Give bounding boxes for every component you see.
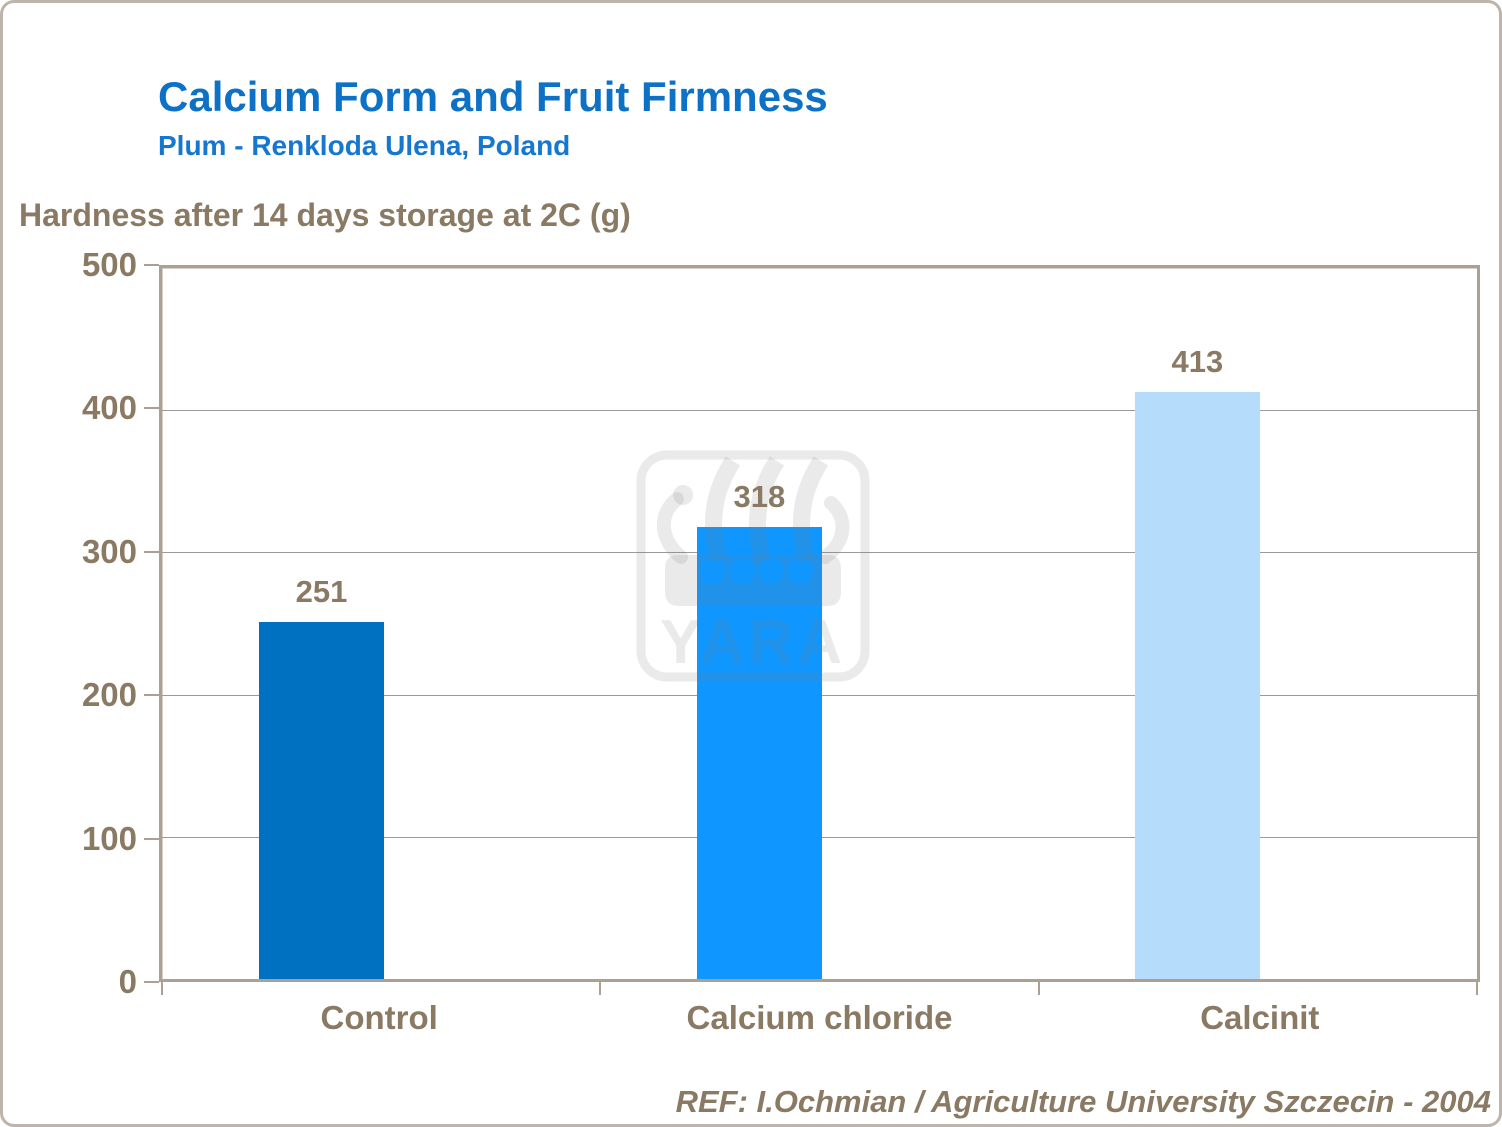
x-tick-mark bbox=[599, 982, 602, 995]
y-tick-mark-400 bbox=[144, 407, 159, 410]
y-tick-mark-500 bbox=[144, 264, 159, 266]
y-tick-label-300: 300 bbox=[81, 532, 137, 570]
x-tick-mark bbox=[161, 982, 163, 995]
x-axis: Control Calcium chloride Calcinit bbox=[159, 999, 1480, 1043]
chart-main-title: Calcium Form and Fruit Firmness bbox=[158, 73, 828, 120]
x-category-label-calcinit: Calcinit bbox=[1200, 999, 1320, 1036]
y-tick-label-100: 100 bbox=[81, 819, 137, 857]
x-category-label-calcium-chloride: Calcium chloride bbox=[686, 999, 953, 1036]
y-tick-mark-0 bbox=[144, 981, 159, 983]
y-tick-label-200: 200 bbox=[81, 676, 137, 714]
x-tick-mark bbox=[1476, 982, 1478, 995]
plot-area: 251 318 413 bbox=[159, 265, 1480, 995]
bar-value-label: 413 bbox=[1171, 343, 1224, 379]
bar-value-label: 251 bbox=[295, 574, 348, 610]
reference-footer: REF: I.Ochmian / Agriculture University … bbox=[675, 1084, 1491, 1119]
chart-subtitle: Plum - Renkloda Ulena, Poland bbox=[158, 130, 571, 161]
y-tick-mark-300 bbox=[144, 550, 159, 553]
bar-value-label: 318 bbox=[733, 478, 786, 514]
y-tick-label-400: 400 bbox=[81, 389, 137, 427]
x-category-label-control: Control bbox=[320, 999, 438, 1036]
bar-calcinit bbox=[1134, 391, 1260, 979]
y-tick-mark-100 bbox=[144, 837, 159, 840]
gridline-400 bbox=[162, 410, 1477, 412]
bar-control bbox=[259, 622, 384, 979]
x-tick-mark bbox=[1037, 982, 1040, 995]
y-tick-label-0: 0 bbox=[118, 963, 137, 1000]
y-axis: 0 100 200 300 400 500 bbox=[3, 246, 159, 1000]
value-axis-title: Hardness after 14 days storage at 2C (g) bbox=[19, 197, 631, 233]
y-tick-mark-200 bbox=[144, 694, 159, 697]
bar-calcium-chloride bbox=[696, 526, 822, 979]
y-tick-label-500: 500 bbox=[81, 246, 137, 283]
